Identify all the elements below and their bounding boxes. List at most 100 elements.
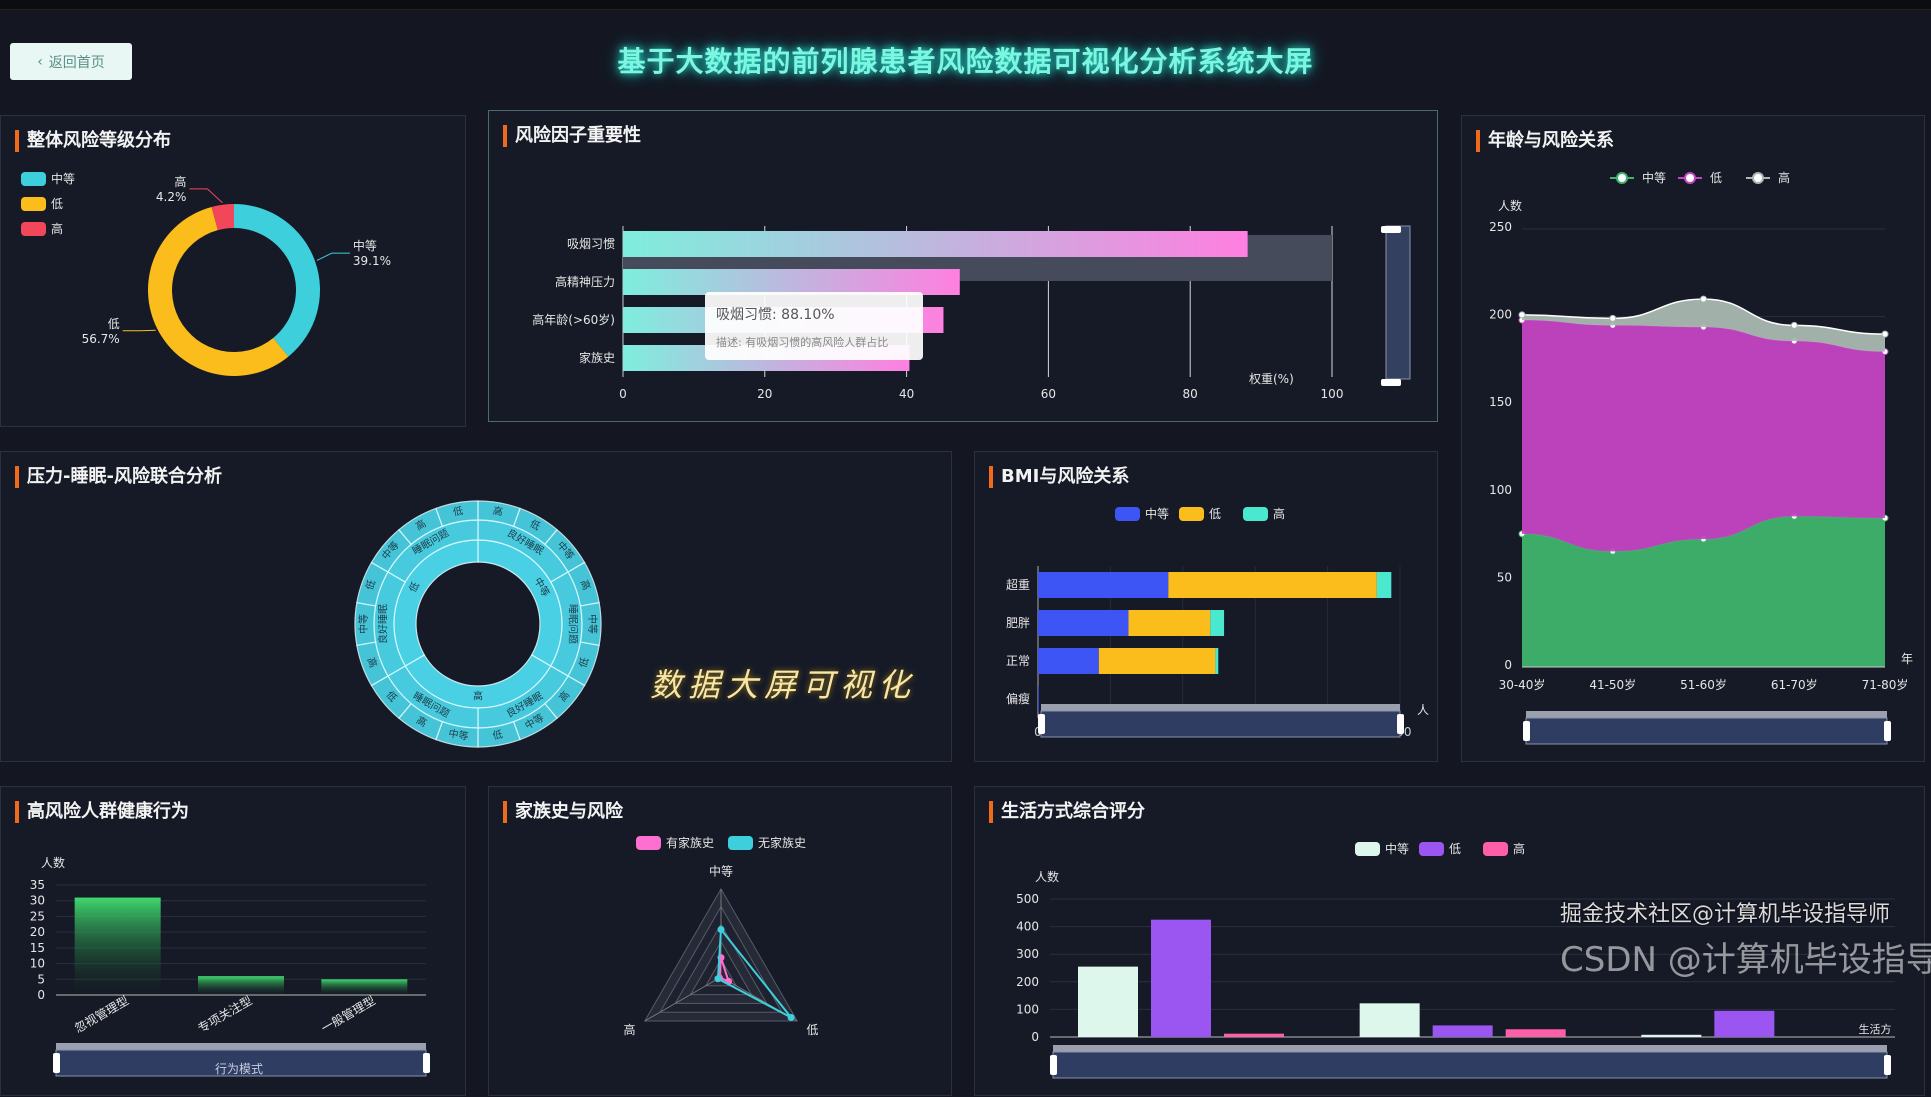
- lifestyle-bar: [1505, 1029, 1566, 1037]
- legend-swatch: [1179, 507, 1204, 521]
- sunburst-chart: 中等高低良好睡眠睡眠问题良好睡眠睡眠问题良好睡眠睡眠问题高低中等高中等低高中等低…: [354, 500, 602, 748]
- legend-label: 中等: [1385, 841, 1409, 856]
- y-tick-label: 30: [30, 894, 45, 908]
- y-tick-label: 150: [1489, 395, 1512, 409]
- age-area-chart: 中等 低 高人数 0 50 100 150 200 250 30-40岁 41-50岁 51-60岁 6…: [1489, 170, 1913, 745]
- factor-bar: [623, 231, 1248, 257]
- sunburst-label: 中等: [586, 614, 599, 634]
- y-axis-name: 人数: [41, 855, 65, 870]
- sunburst-label: 低: [363, 578, 379, 592]
- x-category-label: 51-60岁: [1680, 677, 1727, 692]
- x-axis-name: 行为模式: [215, 1062, 263, 1076]
- behavior-bar: [198, 976, 284, 995]
- sunburst-label: 高: [578, 578, 594, 592]
- factor-bar: [623, 269, 960, 295]
- x-axis-name: 人: [1417, 703, 1429, 717]
- back-home-button[interactable]: ‹ 返回首页: [10, 43, 132, 80]
- datazoom-handle-right[interactable]: [1397, 714, 1404, 734]
- x-axis-name: 生活方: [1859, 1022, 1892, 1036]
- sunburst-label: 高: [492, 504, 504, 519]
- legend-label: 低: [51, 197, 63, 211]
- tooltip-title: 吸烟习惯: 88.10%: [716, 307, 835, 323]
- legend-label: 高: [51, 221, 63, 236]
- y-category-label: 家族史: [579, 350, 615, 365]
- y-tick-label: 200: [1016, 975, 1039, 989]
- stacked-bar-segment: [1128, 610, 1211, 636]
- y-tick-label: 5: [37, 972, 45, 986]
- datazoom-handle-left[interactable]: [1523, 721, 1530, 741]
- vertical-datazoom[interactable]: [1385, 225, 1411, 380]
- datazoom-window: [1052, 1051, 1888, 1079]
- y-category-label: 肥胖: [1006, 616, 1030, 630]
- panel-stress-sleep: 中等高低良好睡眠 睡眠问题 良好睡眠 睡眠问题 良好睡眠 睡眠问题高低中等高中等低高中等低…: [0, 451, 952, 762]
- x-tick-label: 20: [757, 387, 772, 401]
- y-category-label: 偏瘦: [1006, 691, 1030, 706]
- legend-swatch: [728, 836, 753, 850]
- legend-swatch: [636, 836, 661, 850]
- x-category-label: 61-70岁: [1771, 677, 1818, 692]
- panel-bmi: 中等低高0100200300400500超重肥胖正常偏瘦人 BMI与风险关系: [974, 451, 1438, 762]
- y-tick-label: 200: [1489, 308, 1512, 322]
- datazoom-handle-left[interactable]: [1038, 714, 1045, 734]
- slice-value: 56.7%: [82, 332, 120, 346]
- stacked-bar-segment: [1038, 572, 1169, 598]
- data-point: [1518, 311, 1526, 319]
- panel-title: 年龄与风险关系: [1476, 130, 1614, 152]
- chart-tooltip: 吸烟习惯: 88.10% 描述: 有吸烟习惯的高风险人群占比: [705, 292, 923, 360]
- legend-label: 高: [1513, 841, 1525, 856]
- legend-label: 中等: [1642, 170, 1666, 185]
- radar-indicator-label: 高: [624, 1022, 636, 1037]
- x-tick-label: 80: [1183, 387, 1198, 401]
- panel-risk-distribution: 中等低高中等 39.1% 低 56.7% 高 4.2% 整体风险等级分布: [0, 115, 466, 427]
- lifestyle-bar: [1151, 919, 1211, 1037]
- legend-swatch: [21, 172, 46, 186]
- lifestyle-bar: [1224, 1033, 1284, 1037]
- sunburst-label: 低: [491, 728, 503, 743]
- radar-indicator-label: 低: [806, 1023, 818, 1037]
- datazoom-handle-left[interactable]: [1050, 1055, 1057, 1075]
- data-point: [1700, 295, 1707, 303]
- datazoom-handle-right[interactable]: [423, 1053, 430, 1073]
- x-category-label: 71-80岁: [1862, 677, 1909, 692]
- slice-name: 中等: [353, 238, 377, 253]
- top-strip: [0, 0, 1931, 10]
- panel-risk-factors: 0 20 40 60 80 100 吸烟习惯 高精神压力 高年龄(>60岁) 家族史 权重(%) 风…: [488, 110, 1438, 422]
- datazoom-bar: [1041, 704, 1400, 711]
- legend-marker: [1616, 172, 1628, 184]
- y-tick-label: 250: [1489, 220, 1512, 234]
- stacked-bar-segment: [1098, 648, 1216, 674]
- y-tick-label: 0: [1504, 658, 1512, 672]
- panel-title: 生活方式综合评分: [989, 801, 1145, 823]
- sunburst-segment: [435, 500, 479, 528]
- sunburst-label: 高: [364, 656, 380, 670]
- stacked-bar-segment: [1376, 572, 1392, 598]
- legend-label: 高: [1778, 170, 1790, 185]
- lifestyle-bar: [1432, 1025, 1493, 1037]
- panel-title: 家族史与风险: [503, 801, 623, 823]
- x-tick-label: 40: [899, 387, 914, 401]
- sunburst-label: 低: [576, 656, 592, 670]
- sunburst-label: 睡眠问题: [567, 604, 580, 644]
- datazoom-handle-left[interactable]: [53, 1053, 60, 1073]
- slice-name: 高: [174, 174, 186, 189]
- radar-axis: [644, 976, 722, 1022]
- data-point: [1790, 321, 1798, 329]
- lifestyle-bar: [1641, 1034, 1702, 1037]
- y-tick-label: 50: [1497, 570, 1512, 584]
- y-axis-name: 人数: [1035, 869, 1059, 884]
- behavior-bar: [74, 897, 161, 995]
- legend-marker: [1752, 172, 1764, 184]
- data-point: [1881, 330, 1889, 338]
- watermark-juejin: 掘金技术社区@计算机毕设指导师: [1560, 902, 1891, 927]
- radar-point: [714, 975, 722, 983]
- datazoom-handle-right[interactable]: [1884, 1055, 1891, 1075]
- y-category-label: 吸烟习惯: [567, 236, 615, 251]
- panel-age-risk: 中等 低 高人数 0 50 100 150 200 250 30-40岁 41-50岁 51-60岁 6…: [1461, 115, 1925, 762]
- legend-swatch: [1483, 842, 1508, 856]
- stacked-bar-segment: [1038, 686, 1039, 712]
- datazoom-handle-right[interactable]: [1884, 721, 1891, 741]
- x-tick-label: 60: [1041, 387, 1056, 401]
